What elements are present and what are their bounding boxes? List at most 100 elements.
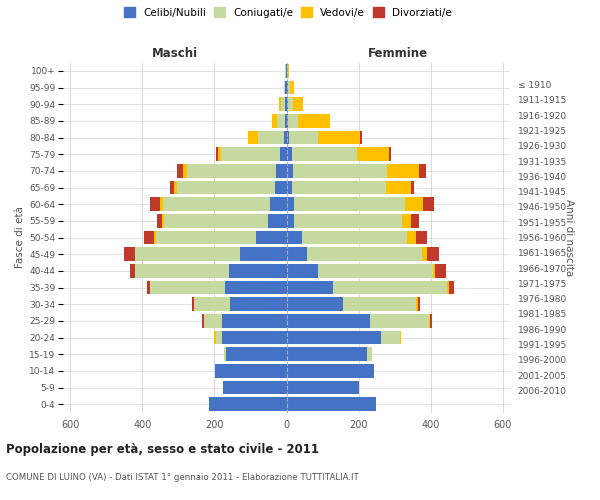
Bar	[287, 314, 370, 328]
Bar	[287, 198, 295, 211]
Bar	[223, 330, 287, 344]
Bar	[268, 214, 287, 228]
Legend: Celibi/Nubili, Coniugati/e, Vedovi/e, Divorziati/e: Celibi/Nubili, Coniugati/e, Vedovi/e, Di…	[121, 4, 455, 20]
Bar	[160, 198, 163, 211]
Bar	[221, 148, 280, 161]
Bar	[287, 130, 289, 144]
Y-axis label: Anni di nascita: Anni di nascita	[564, 199, 574, 276]
Bar	[416, 230, 427, 244]
Bar	[279, 98, 281, 111]
Bar	[225, 280, 287, 294]
Bar	[289, 114, 298, 128]
Bar	[218, 148, 221, 161]
Bar	[286, 64, 287, 78]
Bar	[223, 380, 287, 394]
Bar	[203, 314, 223, 328]
Bar	[293, 98, 304, 111]
Bar	[256, 230, 287, 244]
Text: Maschi: Maschi	[152, 47, 198, 60]
Bar	[302, 230, 407, 244]
Bar	[289, 80, 290, 94]
Bar	[194, 298, 230, 311]
Bar	[124, 248, 135, 261]
Bar	[193, 298, 194, 311]
Bar	[202, 314, 203, 328]
Bar	[307, 248, 422, 261]
Bar	[284, 80, 286, 94]
Bar	[287, 230, 302, 244]
Bar	[389, 148, 391, 161]
Bar	[298, 114, 330, 128]
Bar	[290, 80, 294, 94]
Bar	[164, 214, 268, 228]
Bar	[177, 180, 275, 194]
Bar	[449, 280, 454, 294]
Bar	[259, 130, 284, 144]
Bar	[332, 280, 447, 294]
Bar	[223, 314, 287, 328]
Bar	[284, 114, 287, 128]
Bar	[295, 214, 402, 228]
Bar	[357, 148, 389, 161]
Bar	[174, 180, 177, 194]
Bar	[388, 164, 419, 177]
Bar	[422, 248, 427, 261]
Bar	[144, 230, 154, 244]
Bar	[154, 230, 155, 244]
Bar	[239, 248, 287, 261]
Bar	[293, 164, 388, 177]
Bar	[287, 398, 376, 411]
Bar	[292, 180, 386, 194]
Bar	[287, 164, 293, 177]
Bar	[286, 80, 287, 94]
Bar	[406, 198, 423, 211]
Bar	[287, 80, 289, 94]
Bar	[130, 264, 135, 278]
Bar	[248, 130, 259, 144]
Bar	[317, 130, 360, 144]
Bar	[272, 114, 277, 128]
Bar	[287, 64, 288, 78]
Bar	[423, 198, 434, 211]
Bar	[287, 248, 307, 261]
Bar	[216, 148, 218, 161]
Bar	[343, 298, 416, 311]
Bar	[157, 214, 162, 228]
Bar	[187, 164, 277, 177]
Bar	[216, 330, 223, 344]
Bar	[146, 280, 150, 294]
Bar	[287, 348, 367, 361]
Bar	[150, 280, 225, 294]
Bar	[275, 180, 287, 194]
Bar	[155, 230, 256, 244]
Bar	[170, 180, 174, 194]
Bar	[285, 64, 286, 78]
Bar	[288, 64, 289, 78]
Bar	[150, 198, 160, 211]
Bar	[292, 148, 357, 161]
Bar	[430, 314, 432, 328]
Bar	[318, 264, 433, 278]
Bar	[295, 198, 406, 211]
Bar	[433, 264, 434, 278]
Bar	[287, 264, 318, 278]
Bar	[135, 264, 229, 278]
Bar	[402, 214, 410, 228]
Bar	[287, 330, 381, 344]
Bar	[381, 330, 400, 344]
Bar	[277, 164, 287, 177]
Y-axis label: Fasce di età: Fasce di età	[15, 206, 25, 268]
Bar	[410, 214, 419, 228]
Bar	[287, 214, 295, 228]
Bar	[386, 180, 410, 194]
Bar	[284, 98, 287, 111]
Bar	[416, 298, 418, 311]
Bar	[226, 348, 287, 361]
Bar	[224, 348, 226, 361]
Bar	[360, 130, 362, 144]
Bar	[162, 214, 164, 228]
Bar	[182, 164, 187, 177]
Bar	[287, 98, 289, 111]
Bar	[419, 164, 425, 177]
Bar	[230, 298, 287, 311]
